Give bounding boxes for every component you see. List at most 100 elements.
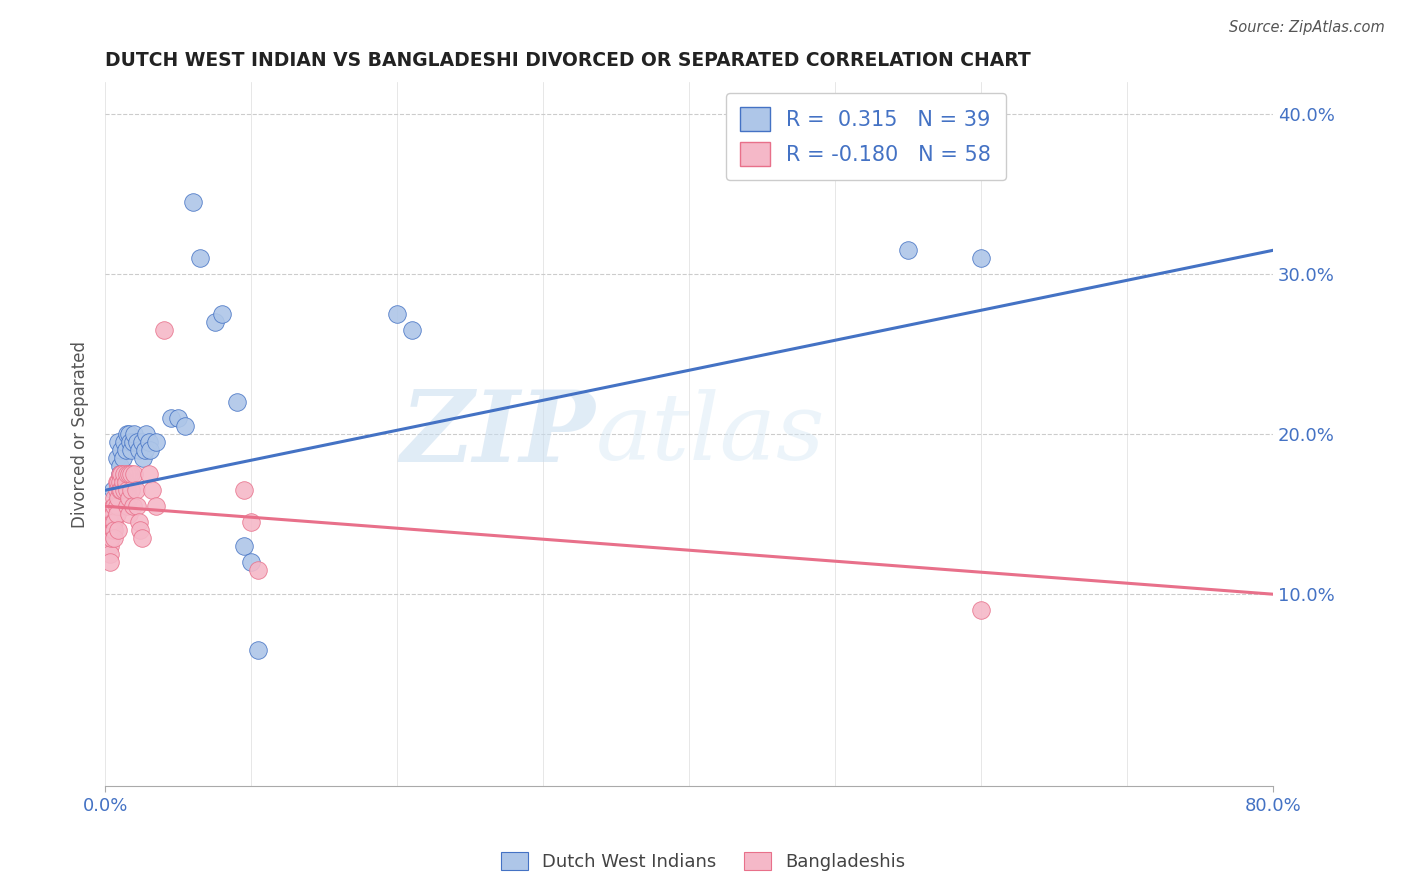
Point [121,483,143,498]
Point [141,483,163,498]
Point [122,435,145,450]
Point [117,491,139,506]
Point [101,507,124,521]
Point [138,435,160,450]
Point [225,395,247,409]
Point [118,435,141,450]
Point [114,475,136,490]
Point [112,467,135,482]
Point [114,443,136,458]
Point [112,435,135,450]
Point [117,467,139,482]
Point [117,507,139,521]
Point [204,315,226,329]
Point [98,531,121,545]
Point [970,603,993,617]
Point [134,443,156,458]
Point [98,523,121,537]
Point [211,307,233,321]
Point [103,523,125,537]
Point [152,323,174,337]
Point [139,443,162,458]
Point [121,467,143,482]
Point [131,435,153,450]
Point [110,467,132,482]
Point [111,475,134,490]
Legend: Dutch West Indians, Bangladeshis: Dutch West Indians, Bangladeshis [494,845,912,879]
Point [105,507,128,521]
Text: Source: ZipAtlas.com: Source: ZipAtlas.com [1229,20,1385,35]
Point [124,427,146,442]
Point [145,500,167,514]
Point [115,427,138,442]
Point [160,411,183,425]
Point [115,500,138,514]
Point [174,419,197,434]
Point [98,539,121,553]
Point [105,500,128,514]
Point [100,523,122,537]
Point [138,467,160,482]
Point [108,459,131,474]
Point [103,515,125,529]
Point [103,491,125,506]
Point [101,483,124,498]
Point [100,507,122,521]
Point [98,547,121,561]
Y-axis label: Divorced or Separated: Divorced or Separated [72,341,89,528]
Point [108,475,131,490]
Point [105,475,128,490]
Point [107,475,129,490]
Point [100,531,122,545]
Point [115,467,138,482]
Point [115,483,138,498]
Point [105,483,128,498]
Point [401,323,423,337]
Point [135,427,157,442]
Point [247,643,270,657]
Point [117,427,139,442]
Point [98,515,121,529]
Point [124,467,146,482]
Point [103,500,125,514]
Point [98,555,121,569]
Point [111,451,134,466]
Point [101,515,124,529]
Point [127,435,149,450]
Point [970,252,993,266]
Text: ZIP: ZIP [401,386,596,483]
Point [103,531,125,545]
Point [128,515,150,529]
Point [110,443,132,458]
Point [107,491,129,506]
Point [108,467,131,482]
Point [132,451,155,466]
Point [167,411,190,425]
Point [112,483,135,498]
Point [240,555,263,569]
Point [107,523,129,537]
Point [108,483,131,498]
Point [897,244,920,258]
Text: DUTCH WEST INDIAN VS BANGLADESHI DIVORCED OR SEPARATED CORRELATION CHART: DUTCH WEST INDIAN VS BANGLADESHI DIVORCE… [105,51,1031,70]
Point [110,483,132,498]
Point [107,435,129,450]
Point [232,483,254,498]
Point [145,435,167,450]
Point [100,515,122,529]
Point [232,539,254,553]
Point [101,500,124,514]
Point [108,467,131,482]
Point [122,500,145,514]
Point [131,531,153,545]
Point [129,523,152,537]
Point [240,515,263,529]
Point [125,483,148,498]
Point [188,252,211,266]
Point [127,500,149,514]
Point [105,451,128,466]
Point [247,563,270,577]
Point [101,523,124,537]
Text: atlas: atlas [596,389,825,479]
Point [385,307,408,321]
